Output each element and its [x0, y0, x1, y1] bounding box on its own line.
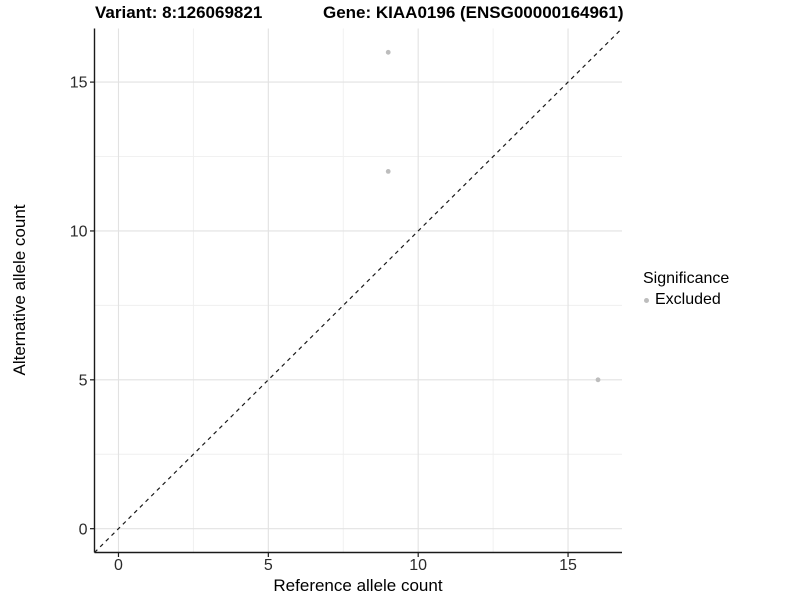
svg-text:10: 10 [70, 224, 88, 241]
legend-title: Significance [643, 270, 730, 287]
excluded-point-swatch-icon [644, 297, 649, 303]
svg-text:5: 5 [264, 557, 273, 574]
legend: Significance Excluded [641, 270, 729, 309]
svg-text:15: 15 [70, 75, 88, 92]
variant-title: Variant: 8:126069821 [95, 3, 263, 22]
svg-text:10: 10 [409, 557, 427, 574]
svg-text:0: 0 [79, 521, 88, 538]
svg-text:5: 5 [79, 372, 88, 389]
x-axis-title: Reference allele count [273, 576, 443, 595]
gene-title: Gene: KIAA0196 (ENSG00000164961) [323, 3, 624, 22]
svg-text:0: 0 [114, 557, 123, 574]
svg-text:15: 15 [559, 557, 577, 574]
legend-item-label: Excluded [655, 291, 721, 308]
legend-item-excluded: Excluded [641, 291, 729, 309]
y-axis-title: Alternative allele count [10, 204, 29, 376]
